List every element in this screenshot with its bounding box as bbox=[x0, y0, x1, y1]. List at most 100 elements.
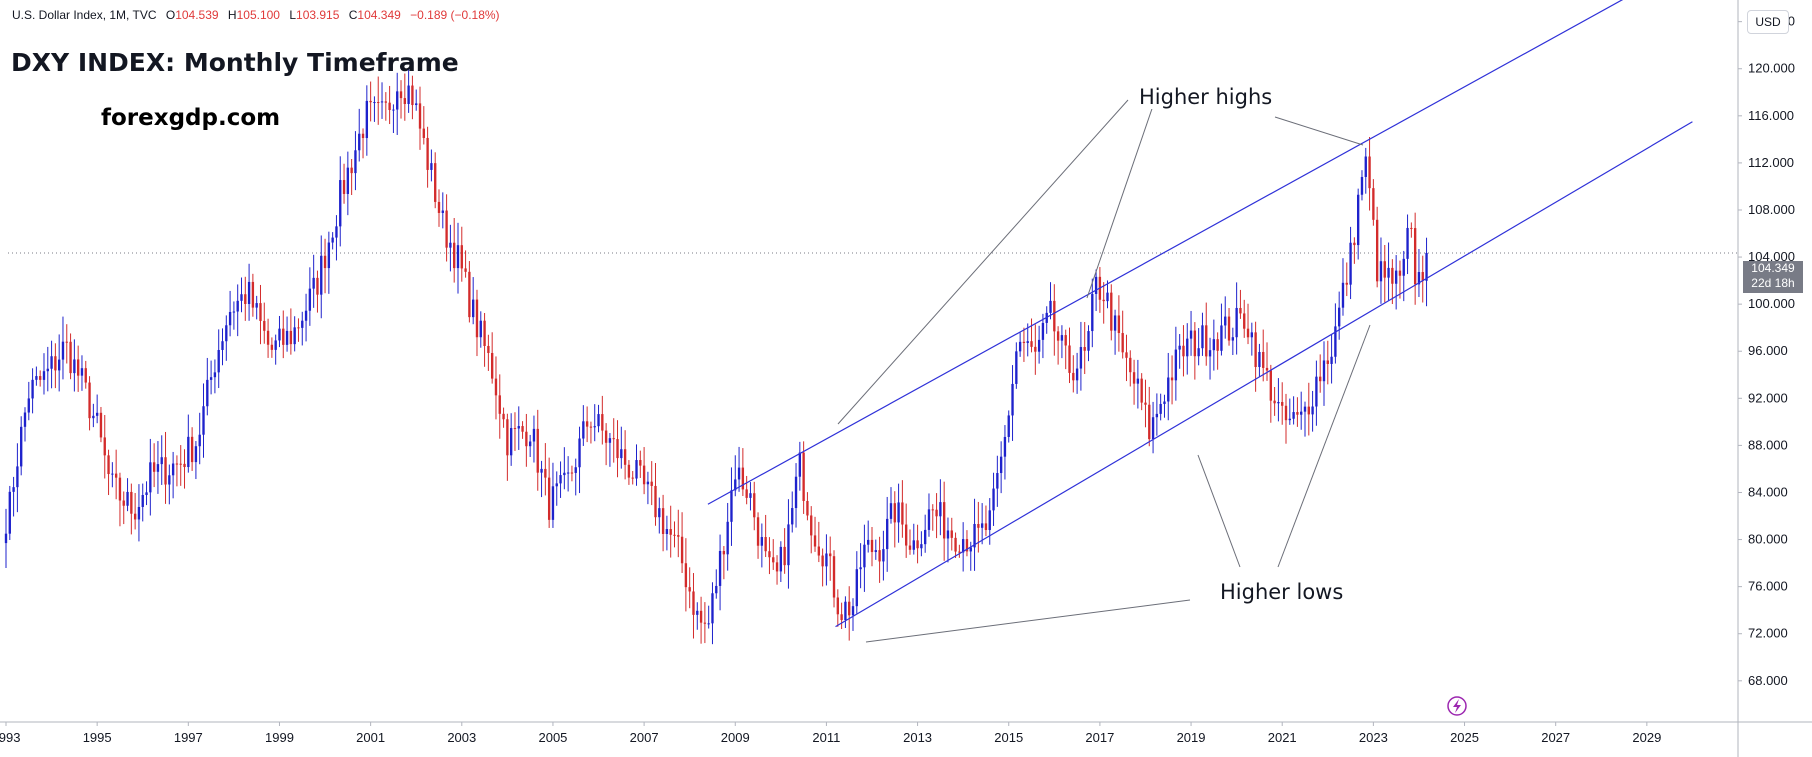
candle-body bbox=[585, 421, 589, 427]
candle-body bbox=[244, 294, 247, 305]
candle-body bbox=[753, 493, 756, 518]
candle-body bbox=[980, 523, 984, 528]
candle-body bbox=[1330, 356, 1333, 364]
candle-body bbox=[1262, 351, 1265, 368]
candle-body bbox=[1087, 331, 1090, 351]
candle-body bbox=[783, 546, 786, 566]
candle-body bbox=[627, 464, 631, 478]
candle-body bbox=[1155, 413, 1159, 418]
candle-body bbox=[61, 341, 65, 360]
candle-body bbox=[1281, 402, 1284, 406]
candle-body bbox=[73, 359, 76, 374]
candle-body bbox=[251, 281, 255, 308]
candle-body bbox=[658, 508, 661, 518]
candle-body bbox=[20, 426, 23, 467]
candle-body bbox=[639, 460, 642, 466]
candle-body bbox=[202, 406, 205, 435]
x-tick-label: 2017 bbox=[1085, 730, 1114, 745]
candle-body bbox=[855, 569, 858, 607]
currency-button[interactable]: USD bbox=[1747, 10, 1789, 34]
candle-body bbox=[1231, 337, 1235, 341]
candle-body bbox=[31, 379, 34, 399]
candle-body bbox=[1277, 402, 1280, 404]
candle-body bbox=[521, 426, 524, 432]
candle-body bbox=[1007, 415, 1010, 437]
candle-body bbox=[1273, 400, 1276, 404]
candle-body bbox=[418, 103, 422, 129]
candle-body bbox=[1383, 261, 1386, 278]
candle-body bbox=[992, 488, 995, 511]
candle-body bbox=[494, 378, 498, 396]
candle-body bbox=[111, 473, 114, 475]
candle-body bbox=[1341, 282, 1345, 308]
candle-body bbox=[179, 463, 182, 465]
candle-body bbox=[642, 465, 646, 485]
candle-body bbox=[422, 128, 425, 138]
candle-body bbox=[403, 98, 406, 104]
candle-body bbox=[760, 537, 764, 546]
candle-body bbox=[927, 509, 931, 530]
candle-body bbox=[699, 610, 703, 623]
candle-body bbox=[1212, 339, 1216, 351]
candle-body bbox=[1140, 378, 1143, 403]
candle-body bbox=[1201, 325, 1204, 349]
candle-body bbox=[1315, 376, 1318, 407]
candle-body bbox=[946, 530, 950, 539]
candle-body bbox=[1319, 376, 1322, 382]
open-label: O bbox=[165, 8, 176, 22]
candle-body bbox=[1364, 156, 1367, 177]
candle-body bbox=[1227, 316, 1231, 341]
x-tick-label: 2029 bbox=[1632, 730, 1661, 745]
candle-body bbox=[920, 544, 923, 549]
candle-body bbox=[122, 500, 125, 506]
candle-body bbox=[1239, 307, 1242, 314]
candle-body bbox=[1360, 176, 1364, 195]
candle-body bbox=[175, 463, 179, 465]
candle-body bbox=[392, 109, 395, 111]
candle-body bbox=[631, 477, 634, 479]
candle-body bbox=[1117, 315, 1121, 334]
candle-body bbox=[703, 622, 707, 624]
chart-title: DXY INDEX: Monthly Timeframe bbox=[11, 48, 459, 77]
candle-body bbox=[779, 546, 783, 572]
candle-body bbox=[1193, 330, 1197, 357]
candle-body bbox=[502, 413, 505, 420]
candle-body bbox=[901, 502, 904, 525]
candle-body bbox=[358, 133, 361, 151]
candle-body bbox=[114, 473, 118, 478]
low-value: 103.915 bbox=[296, 8, 340, 22]
candle-body bbox=[908, 545, 912, 550]
candle-body bbox=[259, 303, 262, 321]
candle-body bbox=[464, 268, 467, 272]
candle-body bbox=[677, 535, 680, 537]
candle-body bbox=[445, 210, 448, 248]
x-tick-label: 2009 bbox=[721, 730, 750, 745]
candle-body bbox=[107, 455, 110, 475]
last-price-tag: 104.349 22d 18h bbox=[1743, 261, 1803, 293]
candle-body bbox=[80, 368, 84, 376]
candle-body bbox=[498, 395, 501, 414]
candle-body bbox=[597, 414, 600, 427]
candle-body bbox=[118, 477, 122, 501]
candle-body bbox=[1003, 436, 1007, 457]
candle-body bbox=[1030, 341, 1033, 347]
candle-body bbox=[1056, 331, 1060, 341]
candle-body bbox=[426, 137, 429, 170]
candle-body bbox=[479, 320, 482, 338]
candle-body bbox=[1186, 338, 1189, 357]
candle-body bbox=[12, 487, 15, 492]
candle-body bbox=[711, 593, 714, 624]
candle-body bbox=[829, 553, 832, 557]
candle-body bbox=[513, 428, 517, 430]
candle-body bbox=[707, 623, 710, 625]
candle-body bbox=[1151, 417, 1155, 440]
candle-body bbox=[183, 463, 186, 468]
candle-body bbox=[620, 449, 623, 459]
x-tick-label: 2003 bbox=[447, 730, 476, 745]
candle-body bbox=[1170, 377, 1174, 381]
candle-body bbox=[1144, 402, 1147, 405]
candle-body bbox=[1349, 242, 1352, 285]
candle-body bbox=[1121, 333, 1124, 353]
candle-body bbox=[221, 341, 224, 350]
